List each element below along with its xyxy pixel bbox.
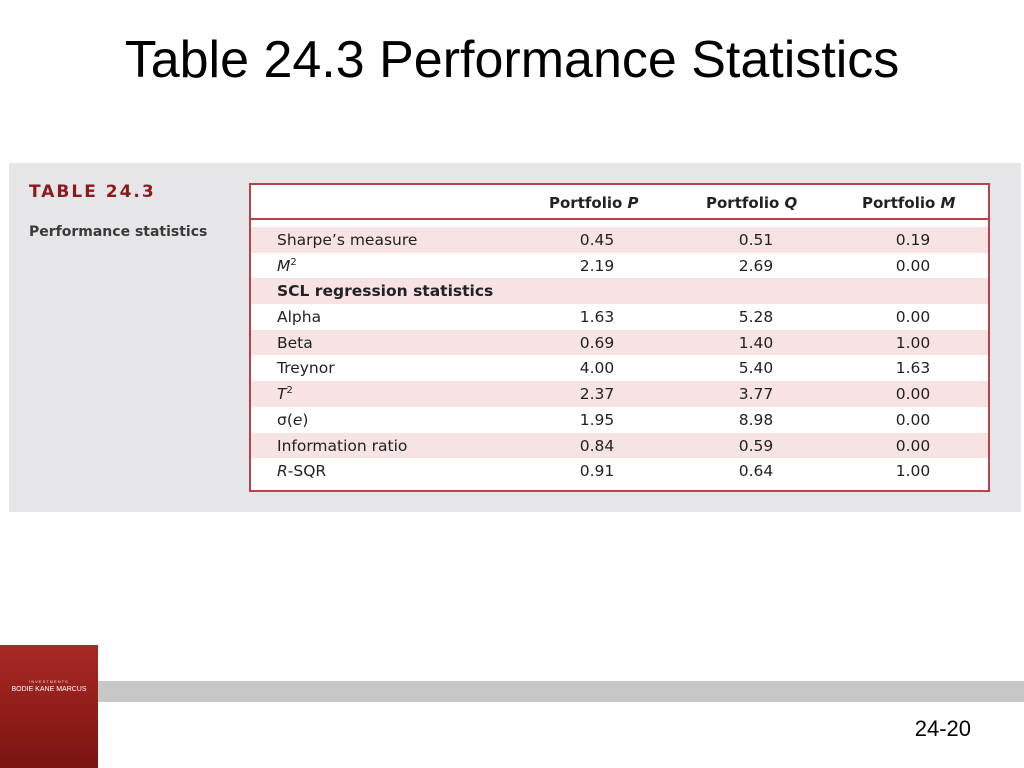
row-label: Beta xyxy=(277,333,313,352)
table-row: Beta 0.69 1.40 1.00 xyxy=(251,329,988,356)
row-label: T2 xyxy=(277,385,293,404)
table-row: Information ratio 0.84 0.59 0.00 xyxy=(251,432,988,459)
cell-value: 3.77 xyxy=(738,385,774,404)
table-caption: Performance statistics xyxy=(29,224,208,240)
slide-title: Table 24.3 Performance Statistics xyxy=(124,31,900,89)
column-header-portfolio-q: Portfolio Q xyxy=(706,194,798,212)
table-row: R-SQR 0.91 0.64 1.00 xyxy=(251,458,988,484)
cell-value: 0.91 xyxy=(579,462,615,481)
cell-value: 8.98 xyxy=(738,410,774,429)
cell-value: 1.00 xyxy=(895,462,931,481)
footer-bar xyxy=(0,681,1024,702)
cell-value: 2.19 xyxy=(579,256,615,275)
cell-value: 1.40 xyxy=(738,333,774,352)
book-series-label: INVESTMENTS xyxy=(29,679,69,684)
row-label: σ(e) xyxy=(277,410,309,429)
cell-value: 5.28 xyxy=(738,308,774,327)
cell-value: 1.95 xyxy=(579,410,615,429)
cell-value: 2.69 xyxy=(738,256,774,275)
table-section-row: SCL regression statistics xyxy=(251,278,988,305)
cell-value: 1.63 xyxy=(895,359,931,378)
table-panel: TABLE 24.3 Performance statistics Portfo… xyxy=(9,163,1021,512)
table-row: Sharpe’s measure 0.45 0.51 0.19 xyxy=(251,227,988,253)
cell-value: 4.00 xyxy=(579,359,615,378)
cell-value: 0.00 xyxy=(895,436,931,455)
table-row: T2 2.37 3.77 0.00 xyxy=(251,381,988,407)
table-row: Treynor 4.00 5.40 1.63 xyxy=(251,355,988,381)
table-row: M2 2.19 2.69 0.00 xyxy=(251,253,988,279)
row-label: Alpha xyxy=(277,308,322,327)
cell-value: 0.59 xyxy=(738,436,774,455)
cell-value: 1.63 xyxy=(579,308,615,327)
column-header-portfolio-m: Portfolio M xyxy=(862,194,956,212)
cell-value: 0.00 xyxy=(895,256,931,275)
section-label: SCL regression statistics xyxy=(277,282,494,301)
cell-value: 0.00 xyxy=(895,410,931,429)
row-label: M2 xyxy=(277,256,297,275)
book-cover-logo xyxy=(0,645,98,768)
cell-value: 0.84 xyxy=(579,436,615,455)
book-authors-label: BODIE KANE MARCUS xyxy=(11,686,87,693)
cell-value: 0.45 xyxy=(579,231,615,249)
table-body: Sharpe’s measure 0.45 0.51 0.19 M2 2.19 … xyxy=(251,227,988,484)
cell-value: 0.19 xyxy=(895,231,931,249)
row-label: Treynor xyxy=(277,359,335,378)
cell-value: 0.64 xyxy=(738,462,774,481)
row-label: Sharpe’s measure xyxy=(277,231,418,249)
table-number-label: TABLE 24.3 xyxy=(29,182,156,202)
cell-value: 0.51 xyxy=(738,231,774,249)
cell-value: 5.40 xyxy=(738,359,774,378)
statistics-table: Portfolio P Portfolio Q Portfolio M Shar… xyxy=(249,183,990,492)
row-label: R-SQR xyxy=(277,462,327,481)
table-row: σ(e) 1.95 8.98 0.00 xyxy=(251,407,988,433)
row-label: Information ratio xyxy=(277,436,408,455)
cell-value: 0.00 xyxy=(895,308,931,327)
cell-value: 2.37 xyxy=(579,385,615,404)
table-header-row: Portfolio P Portfolio Q Portfolio M xyxy=(251,185,988,220)
cell-value: 0.00 xyxy=(895,385,931,404)
column-header-portfolio-p: Portfolio P xyxy=(549,194,639,212)
cell-value: 1.00 xyxy=(895,333,931,352)
page-number: 24-20 xyxy=(914,716,971,741)
cell-value: 0.69 xyxy=(579,333,615,352)
table-row: Alpha 1.63 5.28 0.00 xyxy=(251,304,988,330)
